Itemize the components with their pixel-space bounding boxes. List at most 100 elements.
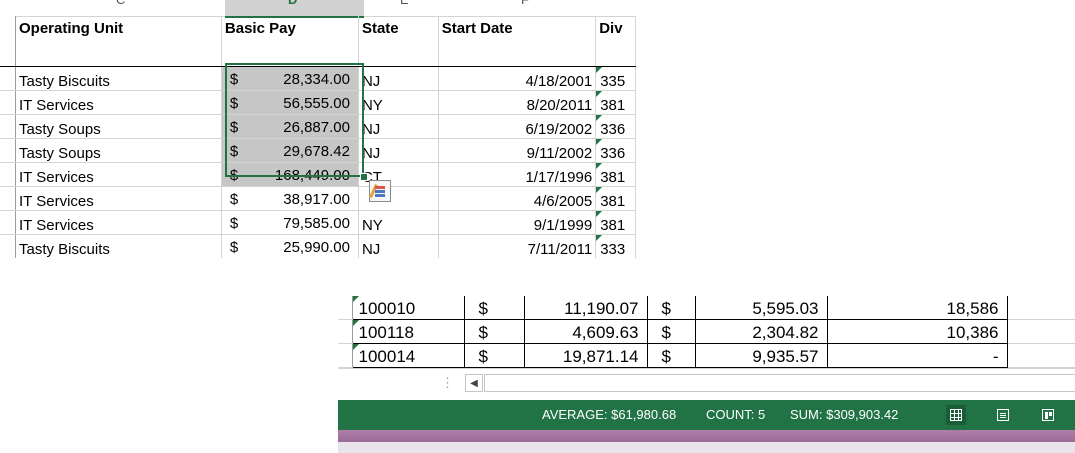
sheet-tab-splitter-icon[interactable]: ⋮ xyxy=(441,375,454,390)
cell-basic-pay[interactable]: $79,585.00 xyxy=(221,210,359,235)
cell-amount[interactable]: 5,595.03 xyxy=(695,296,828,320)
table-row: Tasty Soups $26,887.00 NJ 6/19/2002 336 xyxy=(0,114,636,139)
row-header[interactable] xyxy=(338,319,353,344)
page-break-preview-icon[interactable] xyxy=(1038,405,1058,425)
pay-amount: 29,678.42 xyxy=(283,143,350,160)
normal-view-icon[interactable] xyxy=(946,405,966,425)
column-header-f[interactable]: F xyxy=(521,0,529,7)
cell-basic-pay[interactable]: $26,887.00 xyxy=(221,114,359,139)
column-header-d[interactable]: D xyxy=(288,0,297,7)
cell-empty[interactable] xyxy=(1007,296,1075,320)
cell-operating-unit[interactable]: IT Services xyxy=(15,162,222,187)
status-count[interactable]: COUNT: 5 xyxy=(706,407,766,422)
header-basic-pay[interactable]: Basic Pay xyxy=(221,16,359,67)
cell-basic-pay[interactable]: $168,449.00 xyxy=(221,162,359,187)
header-start-date[interactable]: Start Date xyxy=(438,16,597,67)
status-bar: AVERAGE: $61,980.68 COUNT: 5 SUM: $309,9… xyxy=(338,400,1075,430)
cell-empty[interactable] xyxy=(1007,343,1075,368)
cell-code[interactable]: 100014 xyxy=(352,343,465,368)
cell-start-date[interactable]: 6/19/2002 xyxy=(438,114,597,139)
cell-amount[interactable]: 11,190.07 xyxy=(524,296,648,320)
cell-start-date[interactable]: 9/1/1999 xyxy=(438,210,597,235)
cell-total[interactable]: 10,386 xyxy=(827,319,1008,344)
cell-operating-unit[interactable]: IT Services xyxy=(15,186,222,211)
cell-operating-unit[interactable]: Tasty Soups xyxy=(15,138,222,163)
cell-state[interactable]: NJ xyxy=(358,234,439,258)
table-row: Tasty Biscuits $28,334.00 NJ 4/18/2001 3… xyxy=(0,66,636,91)
cell-amount[interactable]: 9,935.57 xyxy=(695,343,828,368)
cell-start-date[interactable]: 4/18/2001 xyxy=(438,66,597,91)
status-sum[interactable]: SUM: $309,903.42 xyxy=(790,407,899,422)
cell-currency[interactable]: $ xyxy=(647,343,696,368)
pay-amount: 56,555.00 xyxy=(283,95,350,112)
cell-operating-unit[interactable]: Tasty Biscuits xyxy=(15,234,222,258)
cell-operating-unit[interactable]: IT Services xyxy=(15,90,222,115)
row-header[interactable] xyxy=(338,343,353,368)
cell-division[interactable]: 335 xyxy=(595,66,636,91)
cell-state[interactable]: NJ xyxy=(358,138,439,163)
cell-amount[interactable]: 19,871.14 xyxy=(524,343,648,368)
row-header[interactable] xyxy=(0,90,16,115)
cell-start-date[interactable]: 9/11/2002 xyxy=(438,138,597,163)
page-layout-icon[interactable] xyxy=(993,405,1013,425)
status-average[interactable]: AVERAGE: $61,980.68 xyxy=(542,407,677,422)
cell-state[interactable]: NY xyxy=(358,90,439,115)
row-header[interactable] xyxy=(0,162,16,187)
header-operating-unit[interactable]: Operating Unit xyxy=(15,16,222,67)
cell-total[interactable]: 18,586 xyxy=(827,296,1008,320)
column-header-c[interactable]: C xyxy=(116,0,125,7)
cell-state[interactable]: NY xyxy=(358,210,439,235)
cell-state[interactable]: NJ xyxy=(358,66,439,91)
cell-start-date[interactable]: 7/11/2011 xyxy=(438,234,597,258)
cell-operating-unit[interactable]: Tasty Biscuits xyxy=(15,66,222,91)
cell-basic-pay[interactable]: $25,990.00 xyxy=(221,234,359,258)
fill-handle[interactable] xyxy=(360,173,368,181)
cell-code[interactable]: 100118 xyxy=(352,319,465,344)
cell-operating-unit[interactable]: IT Services xyxy=(15,210,222,235)
column-header-row: C D E F xyxy=(0,0,636,18)
cell-total[interactable]: - xyxy=(827,343,1008,368)
header-state[interactable]: State xyxy=(358,16,439,67)
division-value: 336 xyxy=(600,145,626,162)
cell-start-date[interactable]: 1/17/1996 xyxy=(438,162,597,187)
cell-division[interactable]: 336 xyxy=(595,138,636,163)
cell-basic-pay[interactable]: $28,334.00 xyxy=(221,66,359,91)
cell-division[interactable]: 381 xyxy=(595,162,636,187)
cell-basic-pay[interactable]: $29,678.42 xyxy=(221,138,359,163)
cell-currency[interactable]: $ xyxy=(647,319,696,344)
header-division[interactable]: Div xyxy=(595,16,636,67)
cell-division[interactable]: 381 xyxy=(595,210,636,235)
horizontal-scrollbar[interactable] xyxy=(484,374,1075,392)
row-header[interactable] xyxy=(338,296,353,320)
quick-analysis-button[interactable] xyxy=(369,180,391,202)
cell-division[interactable]: 333 xyxy=(595,234,636,258)
cell-start-date[interactable]: 4/6/2005 xyxy=(438,186,597,211)
row-header[interactable] xyxy=(0,114,16,139)
cell-currency[interactable]: $ xyxy=(464,319,525,344)
row-header[interactable] xyxy=(0,66,16,91)
cell-start-date[interactable]: 8/20/2011 xyxy=(438,90,597,115)
cell-division[interactable]: 381 xyxy=(595,90,636,115)
division-value: 336 xyxy=(600,121,626,138)
cell-code[interactable]: 100010 xyxy=(352,296,465,320)
row-header[interactable] xyxy=(0,210,16,235)
cell-empty[interactable] xyxy=(1007,319,1075,344)
row-header[interactable] xyxy=(0,16,16,67)
cell-state[interactable]: NJ xyxy=(358,114,439,139)
cell-currency[interactable]: $ xyxy=(464,296,525,320)
currency-symbol: $ xyxy=(229,95,239,112)
cell-division[interactable]: 381 xyxy=(595,186,636,211)
cell-operating-unit[interactable]: Tasty Soups xyxy=(15,114,222,139)
cell-basic-pay[interactable]: $56,555.00 xyxy=(221,90,359,115)
row-header[interactable] xyxy=(0,138,16,163)
column-header-e[interactable]: E xyxy=(400,0,409,7)
cell-currency[interactable]: $ xyxy=(464,343,525,368)
cell-amount[interactable]: 2,304.82 xyxy=(695,319,828,344)
row-header[interactable] xyxy=(0,186,16,211)
cell-amount[interactable]: 4,609.63 xyxy=(524,319,648,344)
row-header[interactable] xyxy=(0,234,16,258)
cell-division[interactable]: 336 xyxy=(595,114,636,139)
cell-currency[interactable]: $ xyxy=(647,296,696,320)
cell-basic-pay[interactable]: $38,917.00 xyxy=(221,186,359,211)
scroll-left-button[interactable]: ◀ xyxy=(465,374,483,392)
